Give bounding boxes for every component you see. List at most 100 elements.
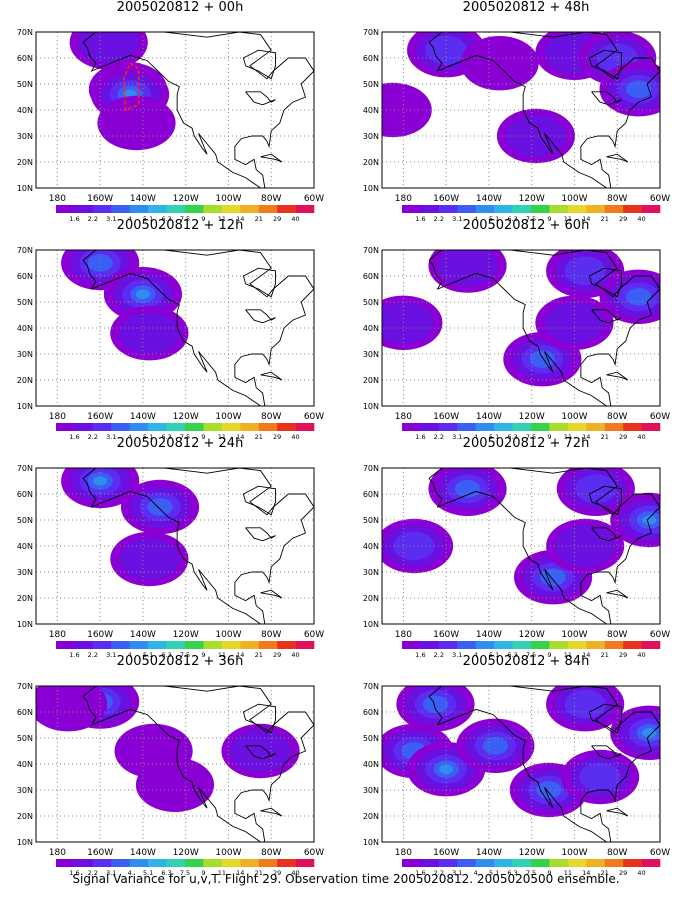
colorbar-swatch [438, 423, 458, 431]
colorbar-swatch [457, 423, 477, 431]
y-tick-label: 60N [17, 490, 33, 499]
x-tick-label: 60W [650, 848, 670, 858]
colorbar-swatch [457, 205, 477, 213]
colorbar-label: 6.3 [161, 651, 171, 659]
variance-blob [506, 115, 566, 157]
colorbar-swatch [56, 423, 75, 431]
colorbar-swatch [494, 205, 513, 213]
colorbar-label: 4 [474, 215, 478, 223]
colorbar-swatch [74, 423, 94, 431]
colorbar-swatch [512, 423, 532, 431]
colorbar-label: 4 [128, 651, 132, 659]
map-plot: 10N 20N 30N 40N 50N 60N 70N 180 160W 140W 120W 100W… [17, 246, 324, 441]
colorbar-label: 21 [255, 433, 263, 441]
colorbar-label: 7.5 [180, 869, 190, 877]
y-tick-label: 40N [17, 760, 33, 769]
x-tick-label: 140W [476, 630, 502, 640]
colorbar-swatch [641, 641, 661, 649]
colorbar-swatch [549, 641, 569, 649]
colorbar-swatch [74, 859, 94, 867]
colorbar-swatch [295, 859, 315, 867]
colorbar-label: 14 [236, 651, 244, 659]
x-tick-label: 100W [561, 412, 587, 422]
x-tick-label: 100W [215, 848, 241, 858]
panel-title: 2005020812 + 36h [116, 654, 244, 669]
variance-blob [135, 757, 215, 812]
colorbar-swatch [221, 641, 241, 649]
colorbar-label: 3.1 [452, 651, 462, 659]
colorbar-swatch [56, 205, 75, 213]
y-tick-label: 60N [17, 272, 33, 281]
colorbar-label: 9 [201, 215, 205, 223]
colorbar-swatch [549, 423, 569, 431]
colorbar-label: 40 [291, 433, 299, 441]
colorbar-label: 29 [619, 215, 627, 223]
x-tick-label: 160W [433, 630, 459, 640]
colorbar-label: 4 [474, 869, 478, 877]
colorbar-swatch [438, 859, 458, 867]
variance-blob [579, 762, 621, 792]
x-tick-label: 180 [395, 194, 412, 204]
coastline [606, 589, 629, 599]
colorbar-label: 6.3 [507, 869, 517, 877]
colorbar-swatch [512, 205, 532, 213]
colorbar-label: 29 [273, 215, 281, 223]
colorbar-swatch [402, 641, 421, 649]
colorbar-label: 21 [601, 869, 609, 877]
colorbar-swatch [111, 859, 131, 867]
colorbar-label: 14 [582, 215, 590, 223]
colorbar-label: 2.2 [434, 651, 444, 659]
map-plot: 10N 20N 30N 40N 50N 60N 70N 180 160W 140W 120W 100W… [363, 464, 670, 659]
panel-title: 2005020812 + 00h [116, 0, 244, 15]
variance-blob [642, 728, 657, 738]
colorbar-label: 3.1 [106, 651, 116, 659]
y-tick-label: 70N [17, 464, 33, 473]
colorbar-swatch [129, 205, 149, 213]
map-panel: 2005020812 + 00h 10N 20N 30N 40N 50N 60N 70N 180… [0, 0, 330, 223]
colorbar-swatch [148, 641, 167, 649]
panel-title: 2005020812 + 12h [116, 218, 244, 233]
colorbar-swatch [221, 859, 241, 867]
x-tick-label: 160W [87, 630, 113, 640]
colorbar-swatch [166, 641, 186, 649]
colorbar-label: 11 [564, 869, 572, 877]
colorbar-swatch [567, 641, 587, 649]
colorbar-swatch [512, 641, 532, 649]
colorbar-swatch [604, 859, 624, 867]
colorbar-label: 29 [273, 651, 281, 659]
colorbar-label: 3.1 [452, 215, 462, 223]
variance-blob [382, 302, 434, 344]
colorbar-swatch [277, 423, 296, 431]
y-tick-label: 60N [363, 708, 379, 717]
figure-caption: Signal Variance for u,v,T. Flight 29. Ob… [72, 872, 620, 886]
y-tick-label: 40N [363, 542, 379, 551]
x-tick-label: 160W [433, 412, 459, 422]
colorbar-swatch [148, 423, 167, 431]
colorbar-swatch [457, 641, 477, 649]
colorbar-label: 5.1 [143, 651, 153, 659]
colorbar-label: 1.6 [415, 215, 425, 223]
coastline [588, 49, 622, 80]
colorbar-label: 2.2 [88, 433, 98, 441]
colorbar-swatch [494, 859, 513, 867]
variance-blob [36, 686, 108, 732]
colorbar-label: 40 [637, 651, 645, 659]
colorbar-label: 7.5 [526, 433, 536, 441]
x-tick-label: 140W [476, 412, 502, 422]
colorbar-swatch [111, 205, 131, 213]
colorbar-swatch [567, 205, 587, 213]
coastline [588, 267, 622, 298]
colorbar-swatch [166, 205, 186, 213]
panel-title: 2005020812 + 84h [462, 654, 590, 669]
flight-track [122, 62, 140, 112]
y-tick-label: 10N [363, 838, 379, 847]
colorbar-label: 1.6 [415, 651, 425, 659]
variance-blob [575, 474, 617, 504]
colorbar-swatch [258, 641, 278, 649]
colorbar-label: 11 [218, 869, 226, 877]
colorbar-label: 4 [474, 433, 478, 441]
colorbar-swatch [531, 205, 550, 213]
x-tick-label: 120W [519, 848, 545, 858]
colorbar-swatch [623, 205, 642, 213]
colorbar-label: 29 [619, 651, 627, 659]
